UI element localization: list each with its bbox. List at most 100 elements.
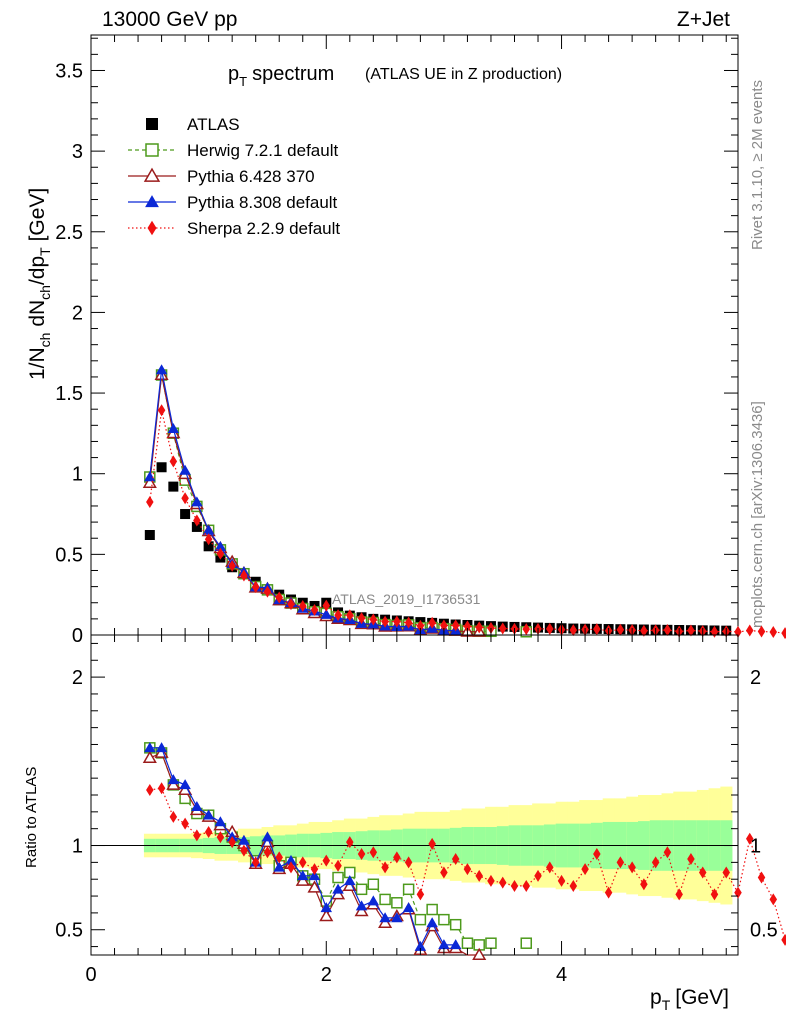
ratio-point-sherpa [228,836,236,849]
data-point-sherpa [440,619,448,632]
ratio-y-tick-label-right: 2 [750,667,761,689]
data-point-pythia8 [179,464,191,475]
data-point-sherpa [393,615,401,628]
ratio-point-sherpa [240,844,248,857]
ratio-point-sherpa [381,861,389,874]
data-point-atlas [144,530,155,540]
ratio-point-pythia8 [391,912,403,923]
ratio-point-sherpa [275,851,283,864]
ratio-point-sherpa [487,874,495,887]
ratio-point-pythia6 [295,873,310,886]
data-point-sherpa [475,621,483,634]
data-point-sherpa [546,622,554,635]
data-point-pythia8 [214,540,227,551]
data-point-sherpa [193,514,201,527]
ratio-axes: 0 2 4 0.5 0.5 1 1 2 2 [55,635,778,986]
ratio-point-pythia6 [319,909,334,922]
legend-label-pythia8: Pythia 8.308 default [187,193,338,212]
data-point-sherpa [228,559,236,572]
ratio-point-pythia8 [238,834,250,845]
ratio-point-sherpa [746,832,754,845]
data-point-pythia8 [191,496,203,507]
ratio-plot-area [91,742,786,960]
main-panel: 0 0.5 1 1.5 2 2.5 3 3.5 pT spectrum (ATLAS UE in… [26,34,786,647]
ratio-point-sherpa [510,879,519,892]
data-point-sherpa [275,591,283,604]
ratio-point-pythia8 [438,939,450,950]
y-tick-label: 1 [72,464,83,486]
ratio-point-sherpa [710,888,719,901]
ratio-point-pythia6 [166,777,181,790]
ratio-point-pythia8 [367,895,380,906]
ratio-point-sherpa [193,829,201,842]
data-point-sherpa [334,609,342,622]
process-label: Z+Jet [677,8,730,31]
ratio-point-sherpa [404,856,413,869]
ratio-point-pythia8 [332,883,344,894]
ratio-point-sherpa [357,847,366,860]
ratio-point-sherpa [722,866,730,879]
data-point-sherpa [369,613,378,626]
mcplots-label: mcplots.cern.ch [arXiv:1306.3436] [749,401,766,628]
ratio-point-sherpa [534,869,542,882]
ratio-point-herwig [367,878,380,891]
ratio-point-sherpa [557,874,566,887]
y-tick-label: 2.5 [55,222,83,244]
legend-marker-pythia8 [145,195,159,208]
data-point-sherpa [181,492,189,505]
ratio-point-sherpa [204,826,213,839]
ratio-point-herwig [414,913,427,926]
data-point-pythia6 [142,475,157,488]
title-tail: spectrum [252,63,334,85]
data-point-sherpa [757,625,766,638]
legend-label-pythia6: Pythia 6.428 370 [187,167,315,186]
plot-title: pT spectrum [228,63,334,89]
ratio-ylabel: Ratio to ATLAS [23,767,40,868]
legend-entry-herwig: Herwig 7.2.1 default [128,141,338,160]
legend-label-herwig: Herwig 7.2.1 default [187,141,338,160]
rivet-label: Rivet 3.1.10, ≥ 2M events [749,80,766,250]
ratio-point-pythia8 [167,774,180,785]
ratio-point-sherpa [428,837,436,850]
ratio-point-pythia8 [355,900,368,911]
xlabel: pT [GeV] [650,986,729,1013]
ratio-point-herwig [391,897,403,909]
data-point-pythia8 [202,524,215,535]
x-tick-label: 2 [321,964,332,986]
ratio-point-pythia8 [344,875,356,886]
ratio-point-herwig [332,871,344,884]
ratio-point-sherpa [146,783,154,796]
ratio-point-sherpa [522,879,531,892]
ratio-point-sherpa [640,878,648,891]
data-point-sherpa [663,624,672,637]
data-point-sherpa [298,599,307,612]
data-point-sherpa [322,599,331,612]
data-point-sherpa [310,604,319,617]
ratio-point-sherpa [546,861,554,874]
ratio-point-pythia8 [426,917,438,928]
x-tick-label: 4 [556,964,567,986]
ratio-point-sherpa [593,847,601,860]
ratio-point-pythia6 [142,750,157,763]
data-point-pythia8 [144,471,156,482]
ratio-point-sherpa [675,888,683,901]
ratio-point-sherpa [698,866,707,879]
title-subscript: T [239,74,247,89]
ratio-point-pythia8 [402,902,415,913]
legend-label-atlas: ATLAS [187,115,240,134]
x-tick-label: 0 [85,964,96,986]
ratio-point-pythia8 [179,779,191,790]
legend-entry-atlas: ATLAS [146,115,240,134]
legend-marker-atlas [146,118,158,130]
data-point-sherpa [522,623,531,636]
data-point-atlas [180,509,191,520]
ratio-y-tick-label-left: 0.5 [55,920,83,942]
data-point-sherpa [357,612,366,625]
ratio-point-sherpa [346,836,354,849]
ratio-point-pythia8 [449,939,462,950]
ratio-point-herwig [461,937,474,949]
ratio-point-sherpa [769,893,778,906]
ratio-point-pythia8 [379,912,391,923]
legend: ATLAS Herwig 7.2.1 default Pythia 6.428 37… [128,115,340,238]
